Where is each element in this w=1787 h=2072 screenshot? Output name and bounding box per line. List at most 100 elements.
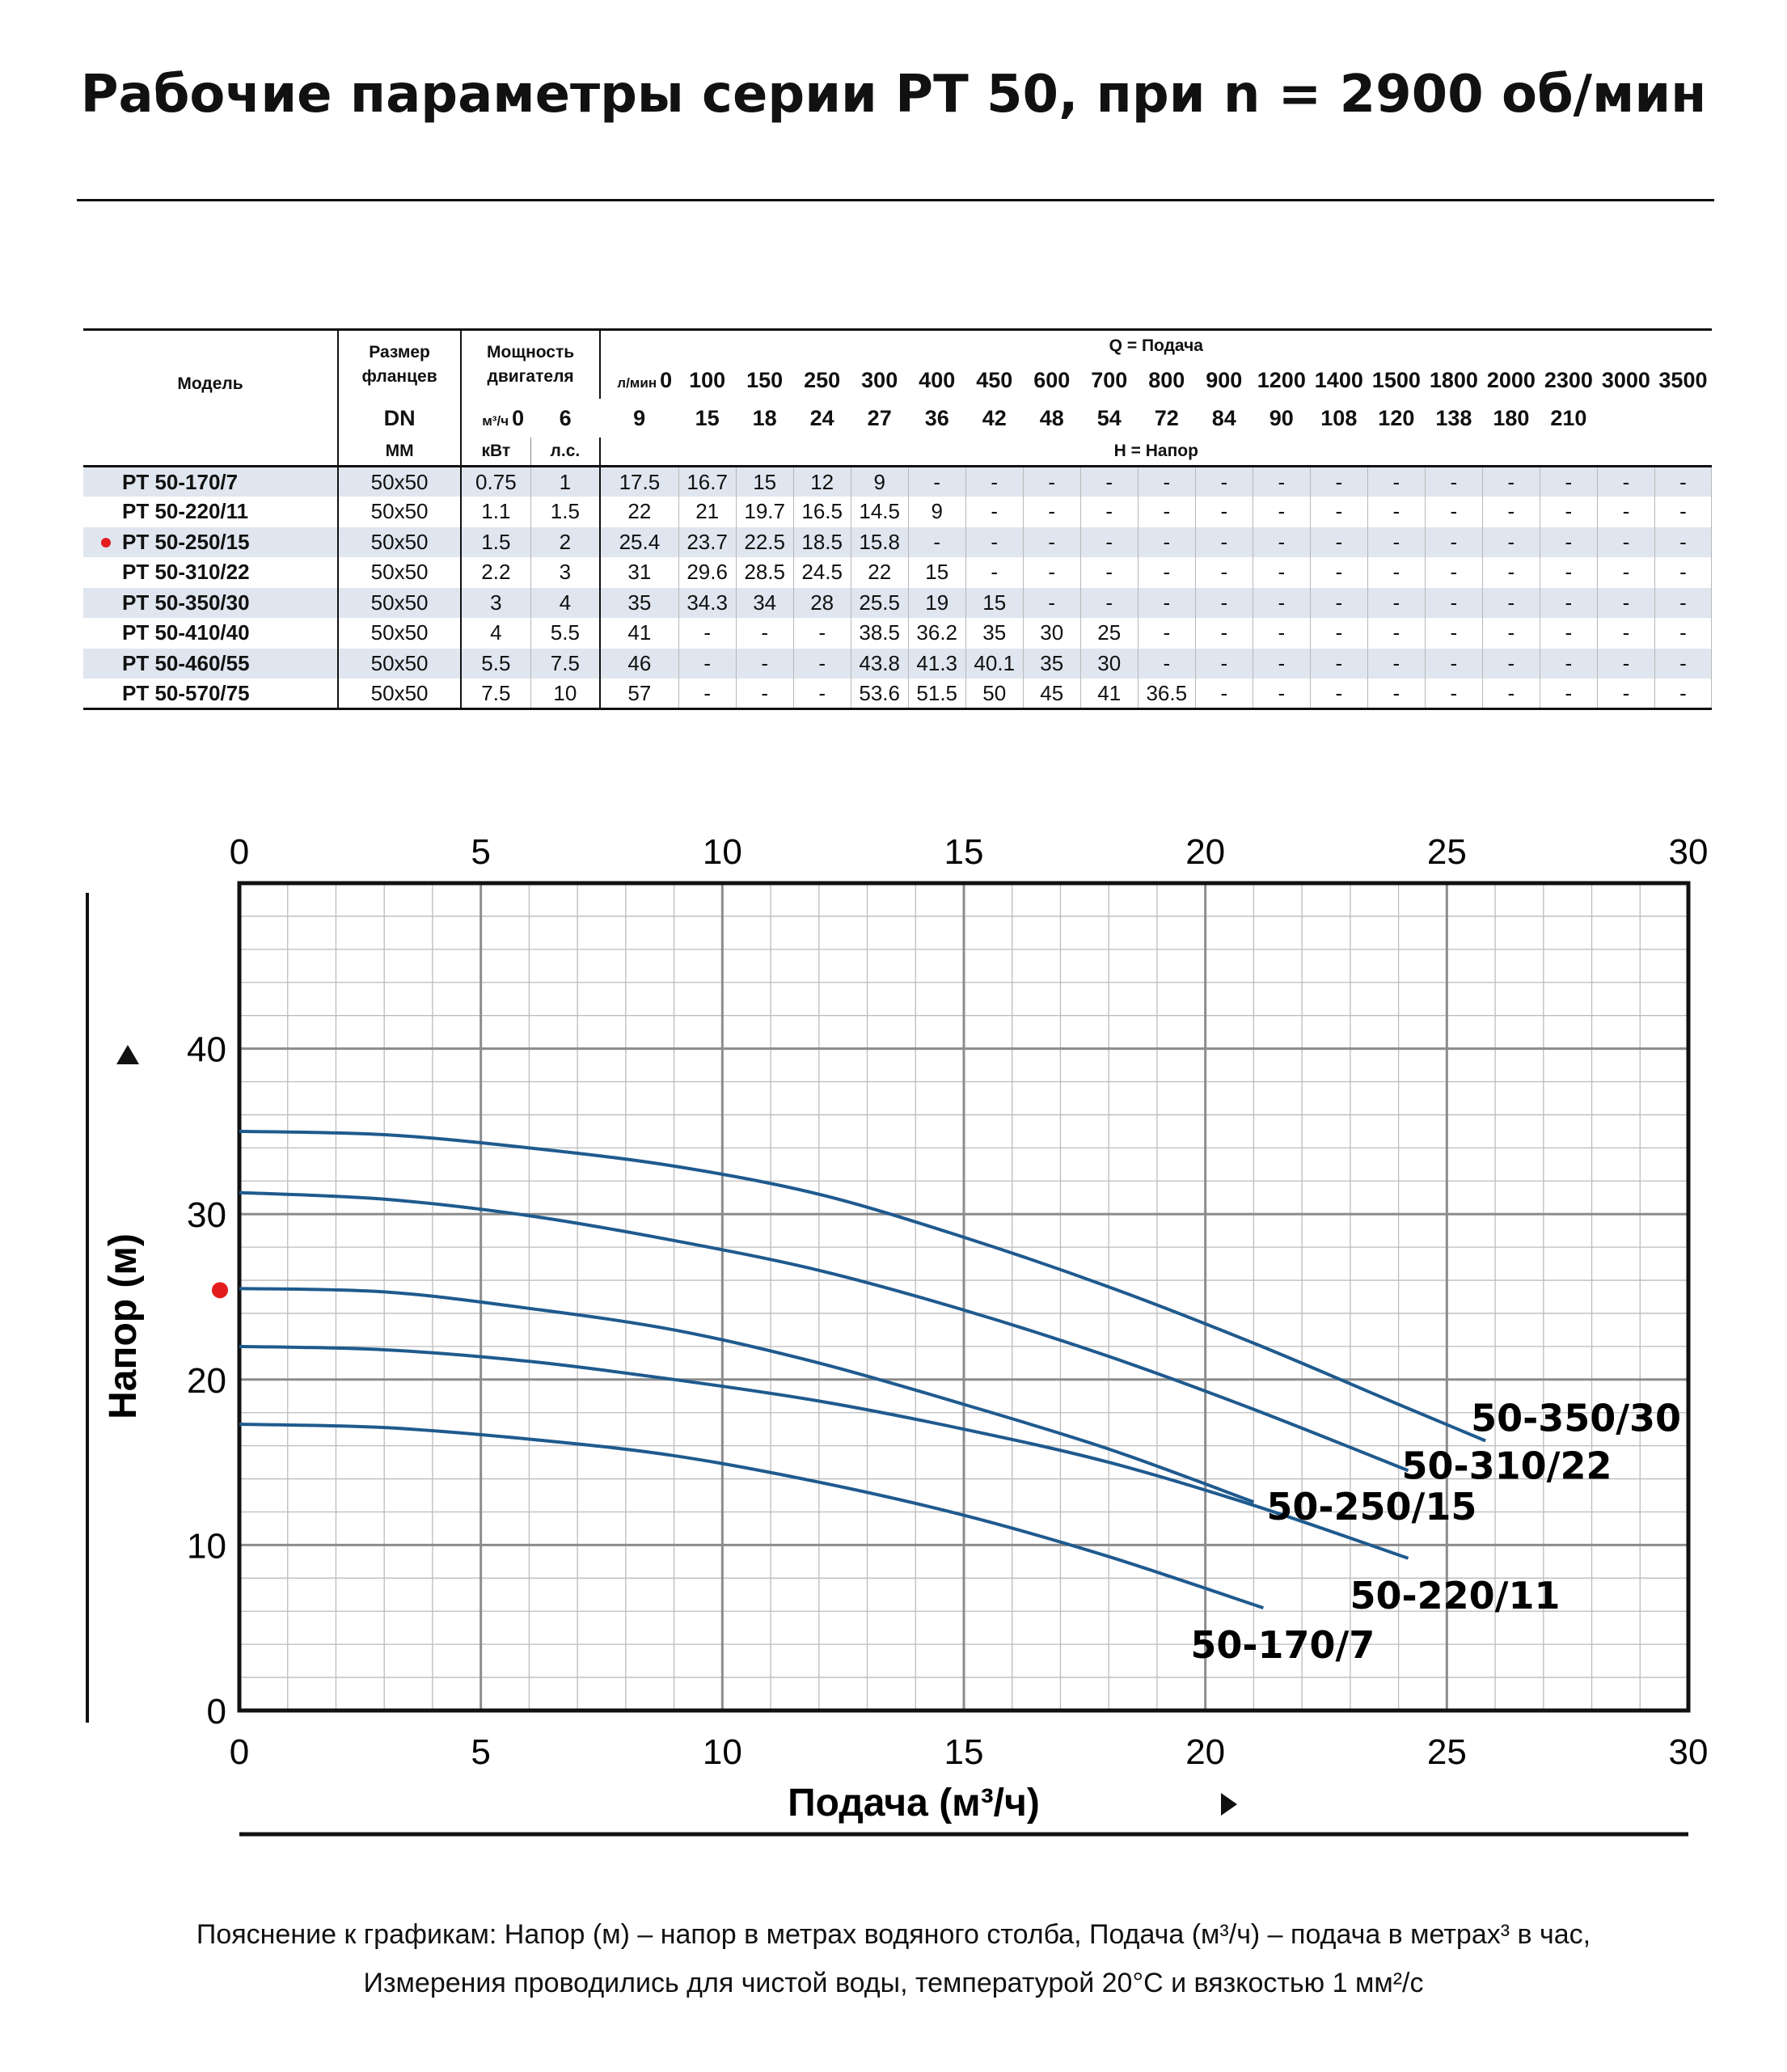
lmin-value: 3500 — [1658, 367, 1708, 392]
head-cell: - — [1253, 679, 1311, 710]
kw-cell: 1.5 — [461, 526, 531, 557]
m3h-value: 36 — [924, 405, 949, 430]
y-axis-arrow-icon — [116, 1045, 139, 1064]
head-cell: 28.5 — [736, 557, 794, 588]
header-kw: кВт — [461, 438, 531, 467]
head-cell: - — [1654, 618, 1713, 649]
head-cell: 36.5 — [1138, 679, 1196, 710]
model-name: PT 50-350/30 — [122, 590, 250, 615]
head-cell: - — [1195, 679, 1253, 710]
head-cell: 15 — [736, 466, 794, 497]
x-ticks-top: 0 5 10 15 20 25 30 — [230, 832, 1709, 872]
head-cell: - — [1425, 526, 1483, 557]
head-cell: 23.7 — [678, 526, 737, 557]
lmin-value: 400 — [919, 367, 956, 392]
header-model: Модель — [83, 329, 340, 438]
kw-cell: 0.75 — [461, 466, 531, 497]
head-cell: - — [1482, 557, 1540, 588]
footnote: Пояснение к графикам: Напор (м) – напор … — [0, 1910, 1787, 2007]
head-cell: 19 — [908, 587, 966, 618]
m3h-value: 72 — [1154, 405, 1179, 430]
flange-cell: 50x50 — [338, 557, 463, 588]
hp-cell: 1 — [530, 466, 602, 497]
head-cell: - — [1253, 466, 1311, 497]
lmin-value: 450 — [976, 367, 1013, 392]
head-cell: - — [1367, 648, 1426, 679]
x-tick-label-top: 5 — [471, 832, 490, 872]
header-mm: ММ — [338, 438, 463, 467]
head-cell: 29.6 — [678, 557, 737, 588]
m3h-value: 24 — [809, 405, 834, 430]
head-cell: 50 — [965, 679, 1024, 710]
head-cell: - — [1195, 587, 1253, 618]
head-cell: - — [1138, 587, 1196, 618]
head-cell: - — [1540, 679, 1598, 710]
lmin-value: 2300 — [1544, 367, 1593, 392]
head-cell: - — [1253, 497, 1311, 527]
head-cell: 24.5 — [793, 557, 851, 588]
head-cell: - — [736, 648, 794, 679]
head-cell: - — [1425, 557, 1483, 588]
head-cell: - — [1597, 557, 1655, 588]
flange-cell: 50x50 — [338, 526, 463, 557]
m3h-value: 84 — [1211, 405, 1236, 430]
m3h-value: 90 — [1269, 405, 1294, 430]
head-cell: - — [736, 618, 794, 649]
head-cell: - — [1540, 557, 1598, 588]
head-cell: - — [1253, 526, 1311, 557]
head-cell: 25.5 — [851, 587, 909, 618]
head-cell: - — [1023, 526, 1081, 557]
header-m3h-row: DN м³/ч 0 6 9 15 18 24 27 36 42 48 54 72 84 90 108 120 13… — [83, 399, 1712, 438]
marker-dot-icon — [101, 537, 111, 548]
head-cell: - — [1080, 557, 1139, 588]
y-tick-label: 40 — [187, 1030, 226, 1070]
table-body: PT 50-170/7 50x50 0.75 1 17.5 16.7 15 12 9- - - - - -… — [83, 466, 1713, 710]
head-cell: - — [1367, 679, 1426, 710]
m3h-value: 48 — [1039, 405, 1064, 430]
head-cell: - — [793, 679, 851, 710]
head-cell: 28 — [793, 587, 851, 618]
x-tick-label-bottom: 25 — [1427, 1732, 1467, 1772]
y-tick-label: 10 — [187, 1526, 226, 1566]
hp-cell: 1.5 — [530, 497, 602, 527]
m3h-value: 54 — [1096, 405, 1122, 430]
table-row: PT 50-250/15 50x50 1.5 2 25.4 23.7 22.5 18.5 15.… — [83, 526, 1713, 557]
head-cell: - — [1080, 497, 1139, 527]
hp-cell: 10 — [530, 679, 602, 710]
head-cell: - — [1080, 466, 1139, 497]
curve-label: 50-250/15 — [1266, 1485, 1476, 1529]
head-cell: - — [793, 648, 851, 679]
header-power: Мощность двигателя — [461, 329, 602, 399]
head-cell: 41.3 — [908, 648, 966, 679]
head-cell: - — [1425, 648, 1483, 679]
curve-50-250-15 — [239, 1287, 1255, 1504]
m3h-value: 210 — [1550, 405, 1587, 430]
head-cell: 41 — [1080, 679, 1139, 710]
header-flange: Размер фланцев — [338, 329, 463, 399]
head-cell: - — [1367, 466, 1426, 497]
model-name: PT 50-250/15 — [122, 529, 250, 554]
x-tick-label-bottom: 15 — [944, 1732, 984, 1772]
m3h-value: 15 — [695, 405, 720, 430]
head-cell: - — [1540, 526, 1598, 557]
model-cell: PT 50-310/22 — [83, 557, 340, 588]
lmin-value: 100 — [689, 367, 726, 392]
m3h-value: 108 — [1320, 405, 1358, 430]
lmin-value: 2000 — [1486, 367, 1536, 392]
head-cell: - — [908, 466, 966, 497]
head-cell: - — [1482, 466, 1540, 497]
head-cell: - — [1540, 497, 1598, 527]
kw-cell: 3 — [461, 587, 531, 618]
head-cell: - — [1023, 497, 1081, 527]
head-cell: - — [965, 497, 1024, 527]
head-cell: - — [1195, 526, 1253, 557]
lmin-value: 3000 — [1601, 367, 1650, 392]
x-tick-label-top: 10 — [703, 832, 742, 872]
head-cell: 15.8 — [851, 526, 909, 557]
model-name: PT 50-570/75 — [122, 680, 250, 705]
flange-cell: 50x50 — [338, 618, 463, 649]
head-cell: 51.5 — [908, 679, 966, 710]
head-cell: 15 — [908, 557, 966, 588]
head-cell: - — [1425, 466, 1483, 497]
